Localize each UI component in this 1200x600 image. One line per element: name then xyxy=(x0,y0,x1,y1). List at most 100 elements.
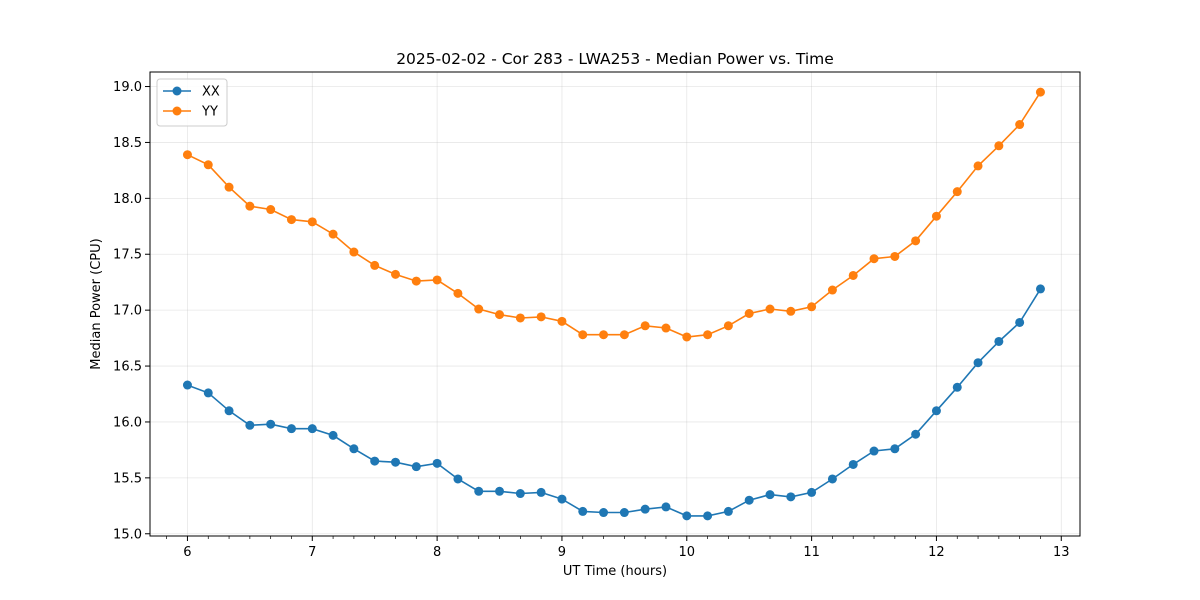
data-point-xx xyxy=(599,508,609,518)
y-tick-label: 18.5 xyxy=(113,136,142,151)
data-point-xx xyxy=(495,486,505,496)
x-tick-label: 9 xyxy=(558,545,566,560)
y-tick-label: 17.0 xyxy=(113,304,142,319)
data-point-yy xyxy=(973,161,983,171)
data-point-xx xyxy=(349,444,359,454)
data-point-xx xyxy=(619,508,629,518)
data-point-xx xyxy=(994,336,1004,346)
data-point-xx xyxy=(786,492,796,502)
y-axis: 15.0 15.5 16.0 16.5 17.0 17.5 18.0 18.5 19.0 xyxy=(113,80,150,542)
data-point-xx xyxy=(931,406,941,416)
data-point-yy xyxy=(203,160,213,170)
legend: XX YY xyxy=(156,78,228,127)
legend-label-xx: XX xyxy=(202,85,220,100)
data-point-yy xyxy=(619,330,629,340)
grid xyxy=(150,72,1080,536)
data-point-xx xyxy=(911,429,921,439)
data-point-xx xyxy=(682,511,692,521)
data-point-yy xyxy=(224,182,234,192)
data-point-xx xyxy=(952,382,962,392)
data-point-yy xyxy=(723,321,733,331)
data-point-yy xyxy=(599,330,609,340)
data-point-yy xyxy=(786,306,796,316)
y-tick-label: 19.0 xyxy=(113,80,142,95)
series-line-yy xyxy=(187,91,1042,338)
x-axis: 6 7 8 9 10 11 12 13 xyxy=(166,536,1070,560)
chart-title: 2025-02-02 - Cor 283 - LWA253 - Median P… xyxy=(396,50,834,68)
data-point-yy xyxy=(557,316,567,326)
data-point-yy xyxy=(578,330,588,340)
data-point-yy xyxy=(411,276,421,286)
data-point-xx xyxy=(182,380,192,390)
data-point-yy xyxy=(245,201,255,211)
x-tick-label: 11 xyxy=(803,545,820,560)
data-point-xx xyxy=(640,504,650,514)
data-point-xx xyxy=(890,444,900,454)
data-point-yy xyxy=(495,310,505,320)
data-point-yy xyxy=(661,323,671,333)
data-point-yy xyxy=(911,236,921,246)
data-point-xx xyxy=(578,506,588,516)
data-point-xx xyxy=(474,486,484,496)
data-point-yy xyxy=(474,304,484,314)
data-point-xx xyxy=(328,430,338,440)
series-line-xx xyxy=(187,288,1042,517)
y-tick-label: 16.0 xyxy=(113,415,142,430)
data-point-xx xyxy=(744,495,754,505)
y-tick-label: 16.5 xyxy=(113,360,142,375)
data-point-xx xyxy=(1035,284,1045,294)
x-tick-label: 13 xyxy=(1053,545,1070,560)
data-point-yy xyxy=(848,270,858,280)
data-point-xx xyxy=(703,511,713,521)
legend-marker-xx xyxy=(172,86,182,96)
data-point-xx xyxy=(453,474,463,484)
y-tick-label: 17.5 xyxy=(113,248,142,263)
data-point-yy xyxy=(286,215,296,225)
data-point-yy xyxy=(994,141,1004,151)
data-point-yy xyxy=(370,260,380,270)
x-axis-label: UT Time (hours) xyxy=(563,564,667,579)
data-point-xx xyxy=(1015,317,1025,327)
data-point-xx xyxy=(391,457,401,467)
x-tick-label: 12 xyxy=(928,545,945,560)
data-point-xx xyxy=(557,494,567,504)
data-point-yy xyxy=(869,254,879,264)
data-point-xx xyxy=(286,424,296,434)
data-point-xx xyxy=(723,506,733,516)
y-tick-label: 18.0 xyxy=(113,192,142,207)
data-point-xx xyxy=(411,462,421,472)
x-tick-label: 10 xyxy=(679,545,696,560)
data-point-yy xyxy=(328,229,338,239)
data-point-yy xyxy=(266,205,276,215)
y-tick-label: 15.5 xyxy=(113,471,142,486)
data-point-xx xyxy=(661,502,671,512)
data-point-xx xyxy=(203,388,213,398)
data-point-yy xyxy=(682,332,692,342)
data-point-yy xyxy=(182,150,192,160)
data-point-xx xyxy=(827,474,837,484)
series-layer xyxy=(182,87,1045,521)
data-point-xx xyxy=(765,490,775,500)
data-point-xx xyxy=(807,487,817,497)
data-point-xx xyxy=(515,489,525,499)
data-point-yy xyxy=(515,313,525,323)
data-point-yy xyxy=(432,275,442,285)
plot-frame xyxy=(149,71,1081,537)
data-point-xx xyxy=(370,456,380,466)
data-point-yy xyxy=(391,269,401,279)
x-tick-label: 6 xyxy=(183,545,191,560)
x-tick-label: 7 xyxy=(308,545,316,560)
data-point-xx xyxy=(245,420,255,430)
data-point-xx xyxy=(266,419,276,429)
y-axis-label: Median Power (CPU) xyxy=(89,238,104,369)
data-point-yy xyxy=(703,330,713,340)
data-point-xx xyxy=(536,487,546,497)
data-point-yy xyxy=(1035,87,1045,97)
data-point-yy xyxy=(536,312,546,322)
data-point-yy xyxy=(1015,120,1025,130)
data-point-yy xyxy=(827,285,837,295)
data-point-xx xyxy=(848,459,858,469)
data-point-yy xyxy=(307,217,317,227)
data-point-xx xyxy=(307,424,317,434)
